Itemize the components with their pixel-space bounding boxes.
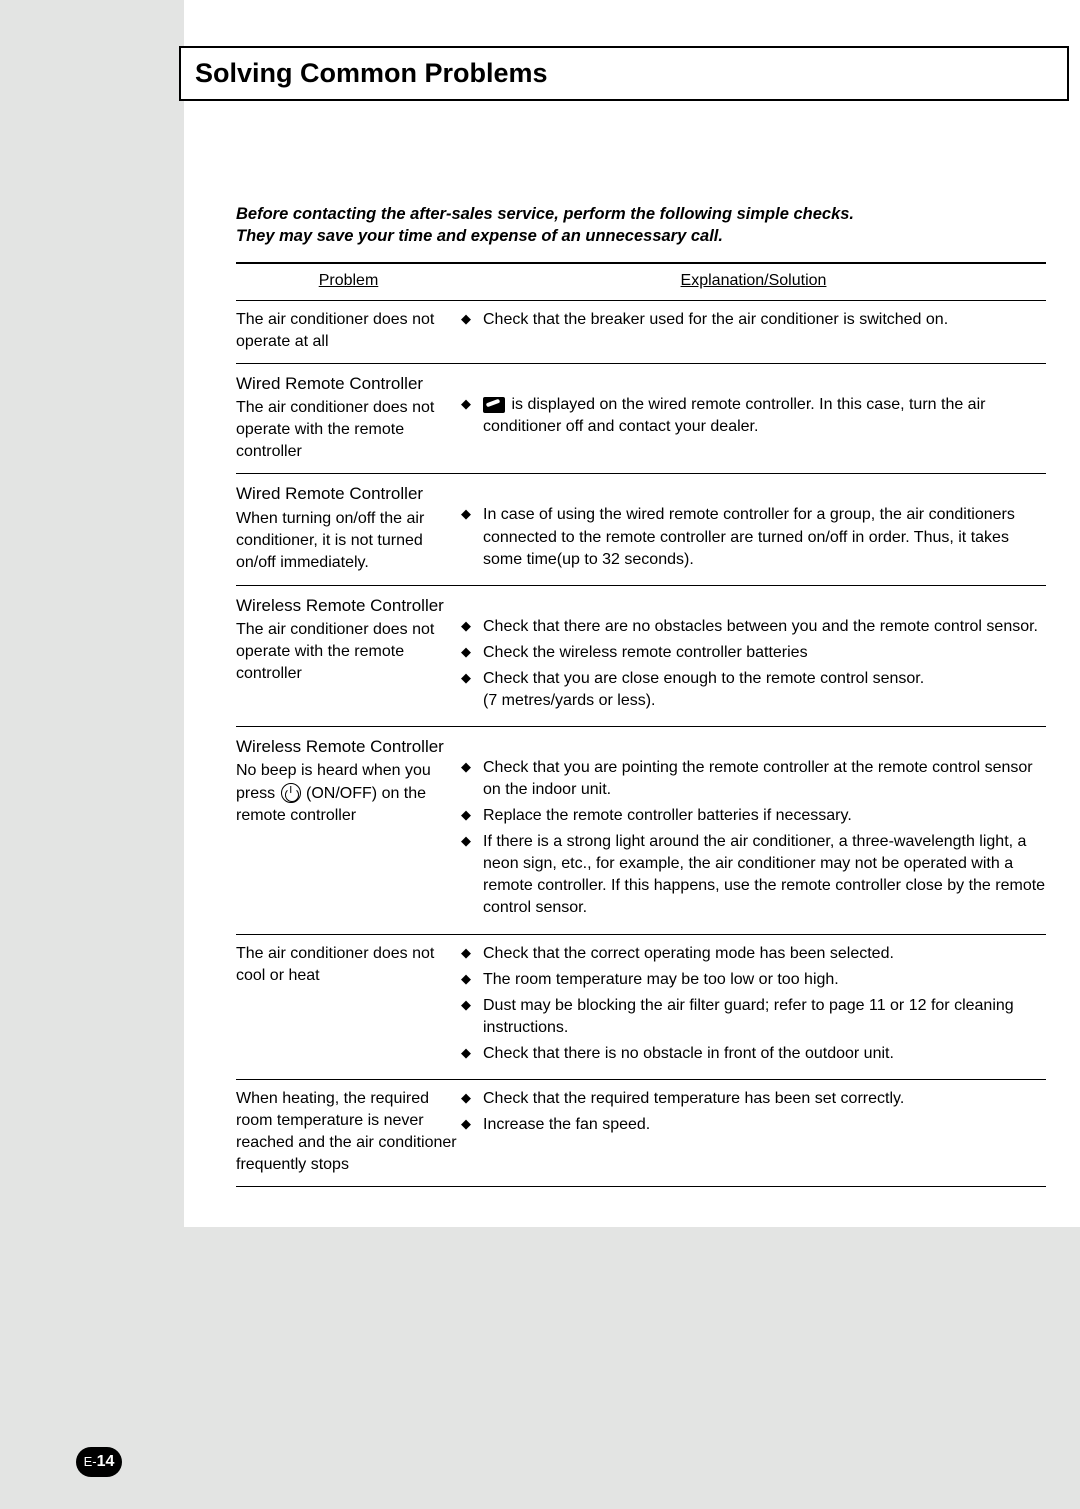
title-box: Solving Common Problems: [179, 46, 1069, 101]
solution-item: Check the wireless remote controller bat…: [461, 642, 1046, 664]
solution-list: Check that the correct operating mode ha…: [461, 943, 1046, 1065]
header-problem: Problem: [236, 263, 461, 301]
solution-list: is displayed on the wired remote control…: [461, 394, 1046, 438]
solution-cell: Check that the breaker used for the air …: [461, 300, 1046, 363]
page-number: 14: [97, 1453, 115, 1470]
problem-text: When heating, the required room temperat…: [236, 1088, 461, 1176]
solution-item: Check that you are close enough to the r…: [461, 668, 1046, 712]
solution-list: Check that you are pointing the remote c…: [461, 757, 1046, 920]
table-header-row: Problem Explanation/Solution: [236, 263, 1046, 301]
row-subhead: Wireless Remote Controller: [236, 594, 461, 617]
table-row: When heating, the required room temperat…: [236, 1079, 1046, 1186]
solution-list: In case of using the wired remote contro…: [461, 504, 1046, 570]
problem-cell: Wireless Remote ControllerThe air condit…: [236, 585, 461, 726]
spacer: [461, 594, 1046, 616]
problem-text: The air conditioner does not operate at …: [236, 309, 461, 353]
problem-cell: Wireless Remote ControllerNo beep is hea…: [236, 727, 461, 935]
solution-item: Check that the required temperature has …: [461, 1088, 1046, 1110]
table-row: The air conditioner does not operate at …: [236, 300, 1046, 363]
problem-text: The air conditioner does not operate wit…: [236, 619, 461, 685]
solution-item: Check that the correct operating mode ha…: [461, 943, 1046, 965]
table-body: The air conditioner does not operate at …: [236, 300, 1046, 1187]
table-row: Wireless Remote ControllerNo beep is hea…: [236, 727, 1046, 935]
problem-cell: The air conditioner does not cool or hea…: [236, 934, 461, 1079]
page-prefix: E-: [84, 1454, 97, 1469]
spacer: [461, 482, 1046, 504]
solution-cell: is displayed on the wired remote control…: [461, 363, 1046, 474]
spacer: [461, 372, 1046, 394]
solution-item: If there is a strong light around the ai…: [461, 831, 1046, 919]
solution-list: Check that the required temperature has …: [461, 1088, 1046, 1136]
problem-cell: The air conditioner does not operate at …: [236, 300, 461, 363]
intro-text: Before contacting the after-sales servic…: [236, 203, 1046, 248]
intro-line-2: They may save your time and expense of a…: [236, 227, 723, 245]
row-subhead: Wired Remote Controller: [236, 482, 461, 505]
intro-line-1: Before contacting the after-sales servic…: [236, 205, 854, 223]
page: Solving Common Problems Before contactin…: [64, 0, 1080, 1509]
solution-item: Replace the remote controller batteries …: [461, 805, 1046, 827]
solution-cell: Check that you are pointing the remote c…: [461, 727, 1046, 935]
solution-list: Check that there are no obstacles betwee…: [461, 616, 1046, 712]
problem-text: When turning on/off the air conditioner,…: [236, 508, 461, 574]
solution-subtext: (7 metres/yards or less).: [483, 690, 1046, 712]
solution-cell: In case of using the wired remote contro…: [461, 474, 1046, 585]
solution-item: is displayed on the wired remote control…: [461, 394, 1046, 438]
problem-cell: Wired Remote ControllerThe air condition…: [236, 363, 461, 474]
content-area: Before contacting the after-sales servic…: [184, 177, 1080, 1227]
solution-item: Dust may be blocking the air filter guar…: [461, 995, 1046, 1039]
spacer: [461, 735, 1046, 757]
solution-item: Check that there is no obstacle in front…: [461, 1043, 1046, 1065]
header-solution: Explanation/Solution: [461, 263, 1046, 301]
table-row: The air conditioner does not cool or hea…: [236, 934, 1046, 1079]
solution-item: Check that there are no obstacles betwee…: [461, 616, 1046, 638]
problem-cell: Wired Remote Controller When turning on/o…: [236, 474, 461, 585]
problem-text: The air conditioner does not operate wit…: [236, 397, 461, 463]
row-subhead: Wired Remote Controller: [236, 372, 461, 395]
solution-cell: Check that the correct operating mode ha…: [461, 934, 1046, 1079]
troubleshoot-table: Problem Explanation/Solution The air con…: [236, 262, 1046, 1188]
solution-item: Increase the fan speed.: [461, 1114, 1046, 1136]
table-row: Wireless Remote ControllerThe air condit…: [236, 585, 1046, 726]
row-subhead: Wireless Remote Controller: [236, 735, 461, 758]
problem-cell: When heating, the required room temperat…: [236, 1079, 461, 1186]
solution-cell: Check that the required temperature has …: [461, 1079, 1046, 1186]
page-title: Solving Common Problems: [195, 58, 1053, 89]
power-icon: [281, 783, 301, 803]
page-number-badge: E-14: [76, 1447, 122, 1477]
solution-item: Check that the breaker used for the air …: [461, 309, 1046, 331]
solution-item: The room temperature may be too low or t…: [461, 969, 1046, 991]
solution-item: Check that you are pointing the remote c…: [461, 757, 1046, 801]
table-row: Wired Remote Controller When turning on/o…: [236, 474, 1046, 585]
solution-list: Check that the breaker used for the air …: [461, 309, 1046, 331]
problem-text: No beep is heard when you press (ON/OFF)…: [236, 760, 461, 826]
wrench-icon: [483, 397, 505, 413]
table-row: Wired Remote ControllerThe air condition…: [236, 363, 1046, 474]
problem-text: The air conditioner does not cool or hea…: [236, 943, 461, 987]
solution-cell: Check that there are no obstacles betwee…: [461, 585, 1046, 726]
solution-item: In case of using the wired remote contro…: [461, 504, 1046, 570]
